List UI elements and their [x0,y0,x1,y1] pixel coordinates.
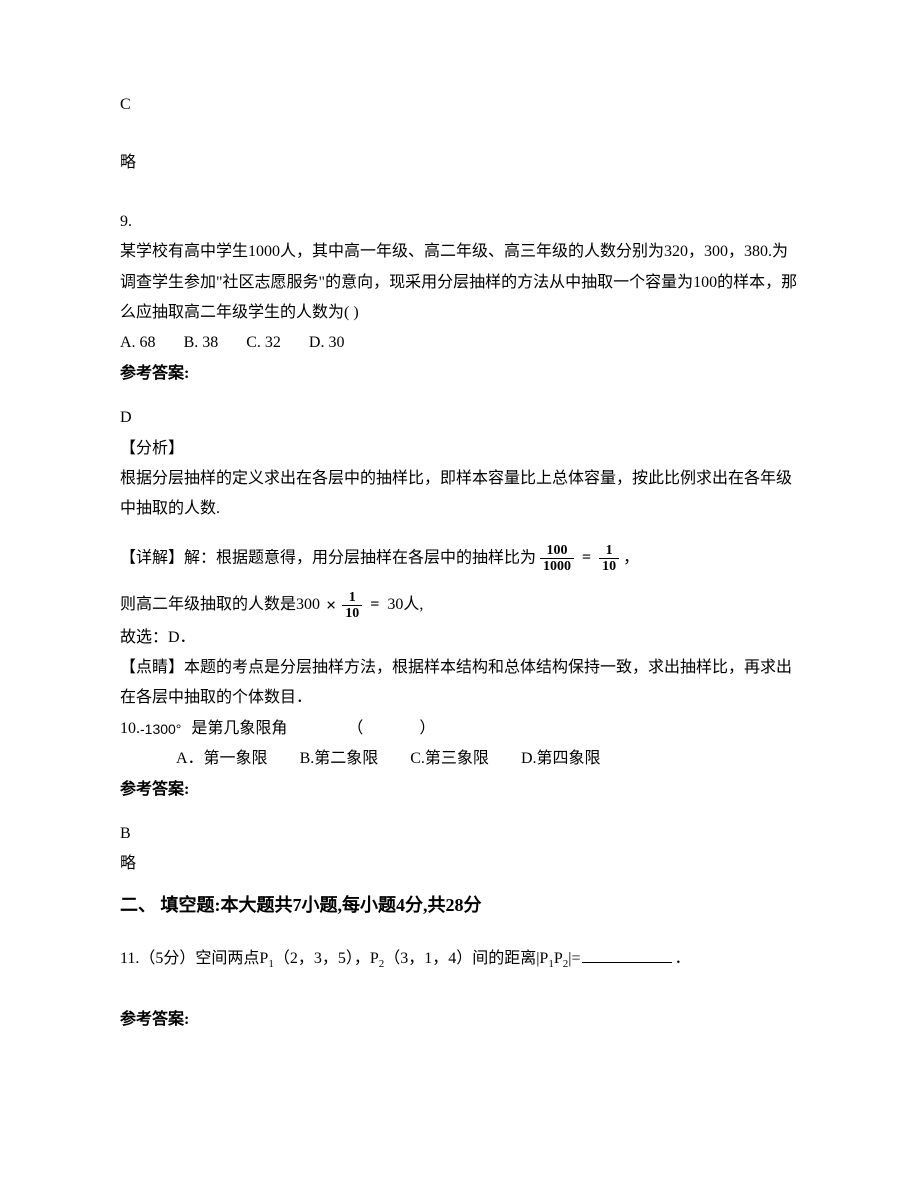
q11-p4: |= [568,950,580,967]
q10-angle: -1300° [140,716,181,743]
q9-point-label: 【点睛】 [120,659,184,676]
frac2-num: 1 [599,543,619,559]
q10-answer: B [120,819,800,849]
fraction-1-10: 1 10 [599,543,619,575]
ans8-note-text: 略 [120,154,136,171]
q9-calc-line: 则高二年级抽取的人数是300 × 1 10 = 30人, [120,588,800,622]
equals-1: = [582,543,591,573]
frac3-den: 10 [342,606,362,621]
q10-paren: （ ） [347,714,437,744]
q9-optB: B. 38 [184,334,219,351]
q11-period: ． [674,950,690,967]
q9-number: 9. [120,207,800,237]
q10-options: A．第一象限 B.第二象限 C.第三象限 D.第四象限 [120,744,800,774]
q11-p2: （2，3，5），P [274,950,379,967]
q10-ref-label: 参考答案: [120,775,800,805]
q9-analysis: 根据分层抽样的定义求出在各层中的抽样比，即样本容量比上总体容量，按此比例求出在各… [120,464,800,525]
question-11: 11.（5分）空间两点P1（2，3，5），P2（3，1，4）间的距离|P1P2|… [120,944,800,975]
q9-optC: C. 32 [246,334,281,351]
q9-optA: A. 68 [120,334,156,351]
q11-p1: 11.（5分）空间两点P [120,950,268,967]
frac3-num: 1 [342,590,362,606]
q9-detail-suffix: ， [623,549,639,566]
q10-optC: C.第三象限 [410,750,489,767]
q10-stem-line: 10. -1300° 是第几象限角 （ ） [120,714,800,744]
q9-point: 【点睛】本题的考点是分层抽样方法，根据样本结构和总体结构保持一致，求出抽样比，再… [120,653,800,714]
question-9: 9. 某学校有高中学生1000人，其中高一年级、高二年级、高三年级的人数分别为3… [120,207,800,714]
q11-mid: P [554,950,563,967]
answer-8: C [120,90,800,120]
q10-optA: A．第一象限 [176,750,268,767]
q9-detail-line: 【详解】解：根据题意得，用分层抽样在各层中的抽样比为 100 1000 = 1 … [120,543,800,575]
equals-2: = [370,590,379,620]
q9-calc-suffix: 30人, [387,596,423,613]
fraction-100-1000: 100 1000 [540,543,574,575]
times-symbol: × [326,588,336,622]
blank-fill [582,962,672,963]
frac1-num: 100 [540,543,574,559]
answer-8-note: 略 [120,148,800,178]
q11-ref-label: 参考答案: [120,1005,800,1035]
q9-calc-prefix: 则高二年级抽取的人数是300 [120,596,320,613]
q9-analysis-label: 【分析】 [120,434,800,464]
frac2-den: 10 [599,559,619,574]
q9-answer: D [120,403,800,433]
section-2-title: 二、 填空题:本大题共7小题,每小题4分,共28分 [120,888,800,922]
q11-p3: （3，1，4）间的距离|P [384,950,548,967]
q10-optD: D.第四象限 [521,750,601,767]
q9-ref-label: 参考答案: [120,359,800,389]
q9-detail-prefix: 【详解】解：根据题意得，用分层抽样在各层中的抽样比为 [120,549,536,566]
q9-point-text: 本题的考点是分层抽样方法，根据样本结构和总体结构保持一致，求出抽样比，再求出在各… [120,659,792,706]
fraction-1-10-b: 1 10 [342,590,362,622]
q9-stem: 某学校有高中学生1000人，其中高一年级、高二年级、高三年级的人数分别为320，… [120,237,800,328]
q10-text: 是第几象限角 [191,714,287,744]
q10-number: 10. [120,714,140,744]
question-10: 10. -1300° 是第几象限角 （ ） A．第一象限 B.第二象限 C.第三… [120,714,800,880]
ans8-value: C [120,96,131,113]
q9-options: A. 68 B. 38 C. 32 D. 30 [120,328,800,358]
frac1-den: 1000 [540,559,574,574]
q9-optD: D. 30 [309,334,345,351]
q10-note: 略 [120,849,800,879]
q9-conclude: 故选：D． [120,623,800,653]
q10-optB: B.第二象限 [300,750,379,767]
